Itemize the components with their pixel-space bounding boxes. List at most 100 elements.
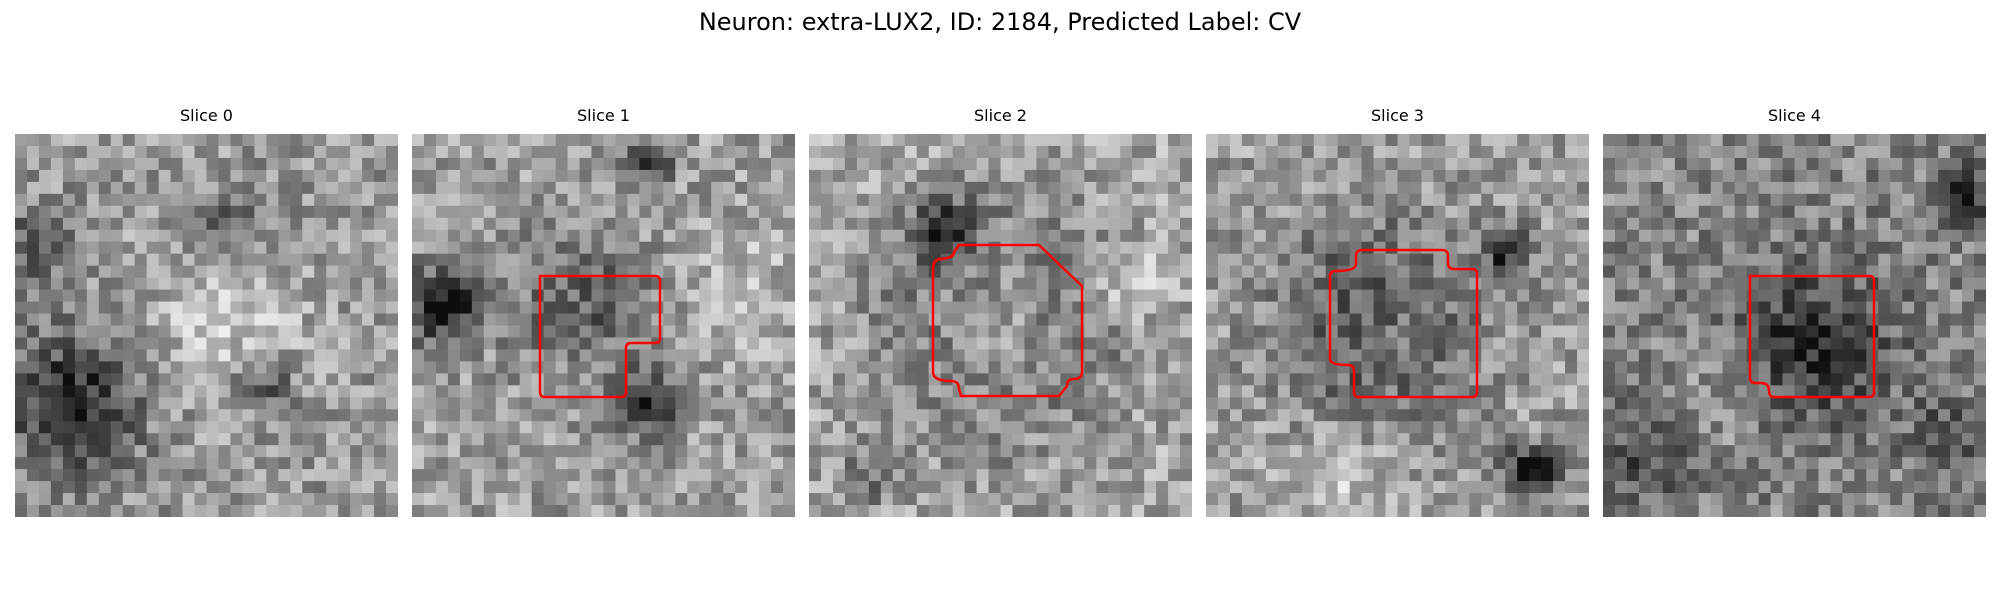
pixel <box>1481 373 1494 386</box>
pixel <box>771 421 784 434</box>
pixel <box>639 301 652 315</box>
pixel <box>1289 181 1303 195</box>
pixel <box>567 277 581 291</box>
pixel <box>15 505 28 517</box>
pixel <box>1481 505 1494 517</box>
pixel <box>362 241 375 255</box>
pixel <box>1938 134 1951 147</box>
pixel <box>1012 277 1026 291</box>
pixel <box>1325 457 1339 470</box>
pixel <box>1024 505 1038 517</box>
pixel <box>1060 397 1073 410</box>
pixel <box>447 241 461 255</box>
pixel <box>747 481 760 494</box>
pixel <box>1698 145 1712 159</box>
pixel <box>1854 253 1867 267</box>
pixel <box>1012 421 1026 434</box>
pixel <box>170 205 184 219</box>
pixel <box>38 313 52 327</box>
pixel <box>1734 181 1748 195</box>
pixel <box>1168 325 1181 339</box>
pixel <box>1229 409 1243 422</box>
pixel <box>122 193 136 207</box>
pixel <box>1529 409 1542 422</box>
pixel <box>1457 481 1470 494</box>
pixel <box>483 481 497 494</box>
pixel <box>338 361 351 374</box>
pixel <box>1974 397 1986 410</box>
pixel <box>759 145 772 159</box>
pixel <box>1974 241 1986 255</box>
pixel <box>952 481 966 494</box>
pixel <box>1469 421 1482 434</box>
pixel <box>1072 217 1085 231</box>
pixel <box>412 493 425 506</box>
pixel <box>1517 409 1530 422</box>
pixel <box>338 157 351 171</box>
pixel <box>326 481 339 494</box>
pixel <box>904 134 918 147</box>
pixel <box>868 373 882 386</box>
pixel <box>1361 349 1375 363</box>
pixel <box>1974 301 1986 315</box>
pixel <box>1108 169 1121 183</box>
pixel <box>1421 205 1435 219</box>
pixel <box>1000 505 1014 517</box>
pixel <box>507 217 521 231</box>
pixel <box>809 157 822 171</box>
pixel <box>1048 469 1061 482</box>
pixel <box>1229 145 1243 159</box>
pixel <box>916 433 930 446</box>
pixel <box>38 349 52 363</box>
pixel <box>134 337 148 351</box>
pixel <box>1878 134 1891 147</box>
pixel <box>1758 229 1772 243</box>
pixel <box>687 265 700 279</box>
pixel <box>507 181 521 195</box>
pixel <box>134 217 148 231</box>
pixel <box>1553 385 1566 398</box>
pixel <box>747 373 760 386</box>
pixel <box>1626 265 1640 279</box>
pixel <box>615 421 629 434</box>
pixel <box>74 253 88 267</box>
pixel <box>1638 277 1652 291</box>
pixel <box>1457 217 1470 231</box>
pixel <box>1084 265 1097 279</box>
pixel <box>218 157 232 171</box>
pixel <box>74 229 88 243</box>
pixel <box>1168 193 1181 207</box>
pixel <box>1373 421 1387 434</box>
pixel <box>723 217 736 231</box>
pixel <box>1096 433 1109 446</box>
pixel <box>1156 253 1169 267</box>
pixel <box>134 325 148 339</box>
pixel <box>302 169 315 183</box>
pixel <box>892 181 906 195</box>
pixel <box>412 469 425 482</box>
pixel <box>1902 445 1915 458</box>
pixel <box>350 409 363 422</box>
pixel <box>1457 421 1470 434</box>
pixel <box>771 325 784 339</box>
pixel <box>206 373 220 386</box>
pixel <box>1361 373 1375 386</box>
pixel <box>1084 421 1097 434</box>
pixel <box>771 277 784 291</box>
pixel <box>194 169 208 183</box>
pixel <box>1698 205 1712 219</box>
pixel <box>447 193 461 207</box>
pixel <box>1301 241 1315 255</box>
pixel <box>1060 217 1073 231</box>
pixel <box>26 445 40 458</box>
pixel <box>15 373 28 386</box>
pixel <box>1060 325 1073 339</box>
pixel <box>639 421 652 434</box>
pixel <box>302 445 315 458</box>
pixel <box>50 313 64 327</box>
pixel <box>1926 181 1939 195</box>
pixel <box>1722 169 1736 183</box>
pixel <box>868 337 882 351</box>
pixel <box>1072 181 1085 195</box>
pixel <box>1313 157 1327 171</box>
